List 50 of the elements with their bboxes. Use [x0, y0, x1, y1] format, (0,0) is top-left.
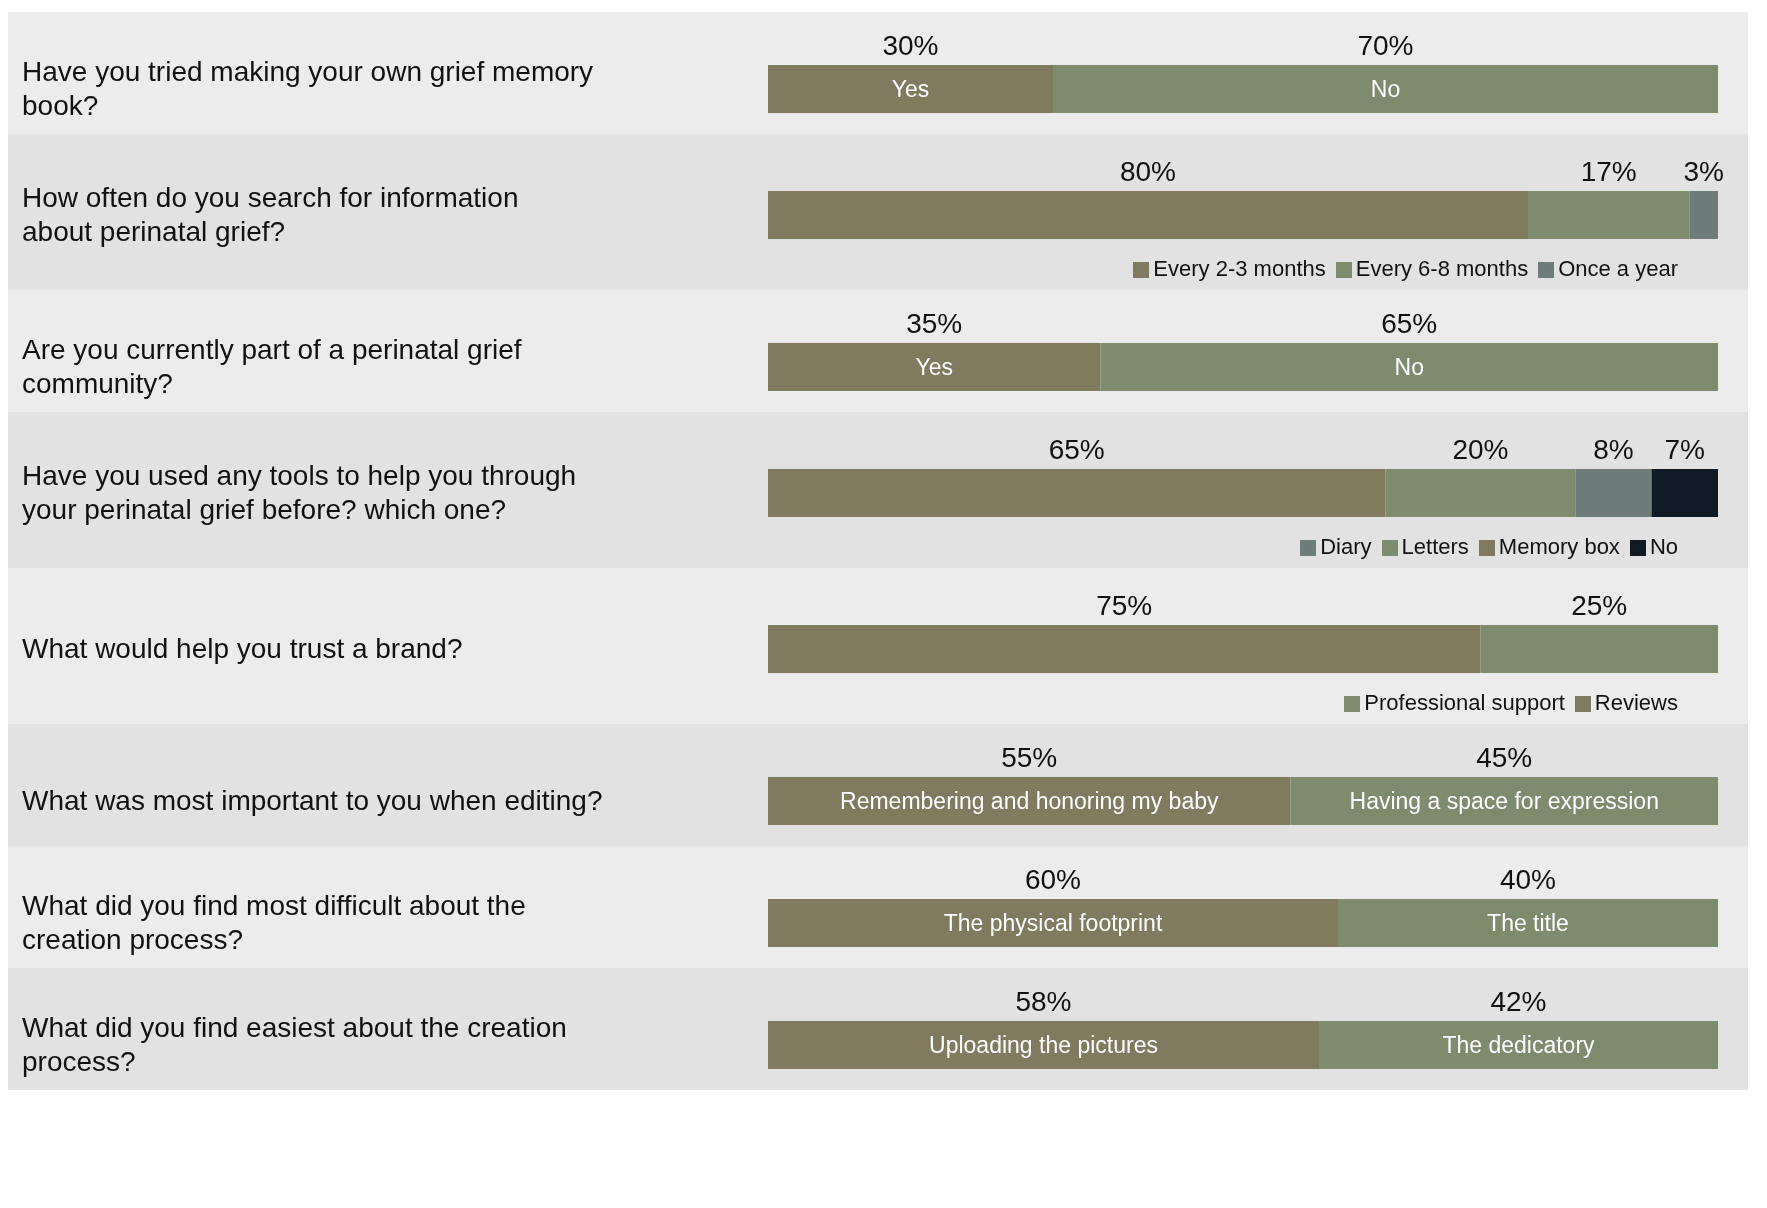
data-label: 42%	[1490, 986, 1547, 1017]
legend-label: No	[1649, 534, 1678, 559]
legend-label: Every 2-3 months	[1153, 256, 1326, 281]
y-tick-label: Have you used any tools to help you through your perinatal grief before? which one?	[22, 460, 577, 525]
series-label: Yes	[915, 354, 954, 380]
series-label: Yes	[891, 76, 930, 102]
y-tick-label: What did you find most difficult about the creation process?	[22, 890, 526, 955]
data-label: 25%	[1571, 590, 1628, 621]
series-label: The physical footprint	[943, 910, 1163, 936]
data-label: 17%	[1580, 156, 1637, 187]
data-label: 65%	[1381, 308, 1438, 339]
y-tick-label: How often do you search for information about perinatal grief?	[22, 182, 519, 247]
data-label: 70%	[1357, 30, 1414, 61]
data-label: 30%	[882, 30, 939, 61]
series-label: Uploading the pictures	[929, 1032, 1158, 1058]
legend-label: Reviews	[1594, 690, 1678, 715]
data-label: 58%	[1015, 986, 1072, 1017]
series-label: The title	[1487, 910, 1569, 936]
data-label: 8%	[1593, 434, 1634, 465]
y-tick-label: What would help you trust a brand?	[22, 633, 463, 664]
legend-label: Once a year	[1558, 256, 1678, 281]
data-label: 7%	[1664, 434, 1705, 465]
data-label: 80%	[1119, 156, 1177, 187]
series-label: No	[1394, 354, 1424, 380]
data-label: 75%	[1096, 590, 1153, 621]
y-tick-label: Are you currently part of a perinatal grief community?	[22, 334, 522, 399]
y-tick-label: What was most important to you when editing?	[22, 785, 603, 816]
y-tick-label: What did you find easiest about the creation process?	[22, 1012, 567, 1077]
series-label: The dedicatory	[1442, 1032, 1596, 1058]
bar	[1575, 469, 1652, 517]
data-label: 55%	[1001, 742, 1058, 773]
bar	[768, 469, 1386, 517]
legend-label: Professional support	[1364, 690, 1565, 715]
data-label: 65%	[1048, 434, 1105, 465]
data-label: 3%	[1683, 156, 1724, 187]
legend-label: Every 6-8 months	[1355, 256, 1529, 281]
data-label: 40%	[1499, 864, 1557, 895]
series-label: No	[1370, 76, 1401, 102]
data-label: 20%	[1452, 434, 1509, 465]
bar	[1385, 469, 1576, 517]
data-label: 60%	[1024, 864, 1082, 895]
bar	[1651, 469, 1718, 517]
series-label: Remembering and honoring my baby	[840, 788, 1219, 814]
data-label: 35%	[906, 308, 963, 339]
legend-label: Letters	[1401, 534, 1469, 559]
data-label: 45%	[1476, 742, 1533, 773]
legend-label: Memory box	[1498, 534, 1620, 559]
series-label: Having a space for expression	[1349, 788, 1659, 814]
y-tick-label: Have you tried making your own grief memory book?	[22, 56, 594, 121]
legend-label: Diary	[1320, 534, 1372, 559]
